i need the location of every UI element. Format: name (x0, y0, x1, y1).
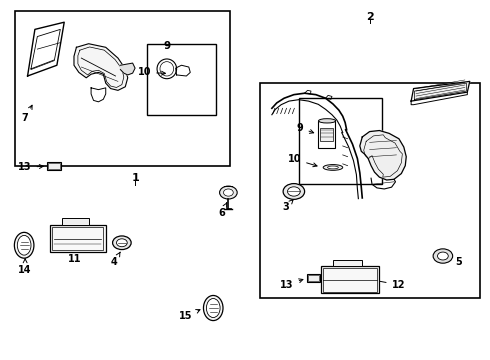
Circle shape (223, 189, 233, 196)
Text: 5: 5 (440, 256, 462, 267)
Circle shape (220, 186, 237, 199)
Text: 13: 13 (18, 162, 43, 172)
Text: 2: 2 (366, 12, 373, 22)
Text: 12: 12 (375, 279, 405, 290)
Bar (62, 219, 89, 225)
Bar (320, 128, 333, 140)
Text: 14: 14 (19, 259, 32, 275)
Bar (52, 227, 103, 250)
Polygon shape (74, 44, 128, 90)
Circle shape (433, 249, 453, 263)
Polygon shape (121, 63, 135, 75)
Circle shape (288, 187, 300, 196)
Circle shape (283, 184, 305, 199)
Text: 10: 10 (138, 67, 166, 77)
Bar (307, 274, 320, 282)
Bar (299, 98, 382, 184)
Circle shape (117, 239, 127, 247)
Bar (308, 275, 319, 282)
Text: 6: 6 (218, 203, 227, 218)
Ellipse shape (17, 235, 31, 255)
Bar (321, 266, 379, 293)
Ellipse shape (318, 119, 336, 123)
Bar (147, 44, 216, 116)
Circle shape (438, 252, 448, 260)
Circle shape (113, 236, 131, 249)
Ellipse shape (328, 166, 338, 169)
Text: 8: 8 (446, 85, 465, 95)
Polygon shape (360, 131, 406, 180)
Text: 7: 7 (22, 105, 32, 123)
Bar (48, 163, 60, 169)
Ellipse shape (203, 296, 223, 320)
Polygon shape (27, 22, 64, 76)
Ellipse shape (14, 232, 34, 258)
Text: 11: 11 (68, 247, 82, 264)
Text: 13: 13 (280, 279, 303, 290)
Bar (318, 121, 335, 148)
Polygon shape (91, 88, 106, 102)
Polygon shape (411, 81, 470, 101)
Text: 9: 9 (163, 41, 171, 50)
Text: 4: 4 (111, 252, 120, 267)
Bar (323, 268, 377, 292)
Ellipse shape (206, 298, 220, 318)
Text: 10: 10 (288, 154, 317, 167)
Text: 3: 3 (283, 200, 293, 212)
Bar (333, 260, 362, 266)
Bar (260, 83, 480, 298)
Text: 15: 15 (179, 310, 200, 321)
Bar (47, 162, 61, 170)
Ellipse shape (323, 165, 343, 170)
Bar (49, 225, 106, 252)
Bar (15, 12, 230, 166)
Text: 9: 9 (297, 123, 314, 133)
Polygon shape (175, 65, 190, 76)
Text: 1: 1 (131, 173, 139, 183)
